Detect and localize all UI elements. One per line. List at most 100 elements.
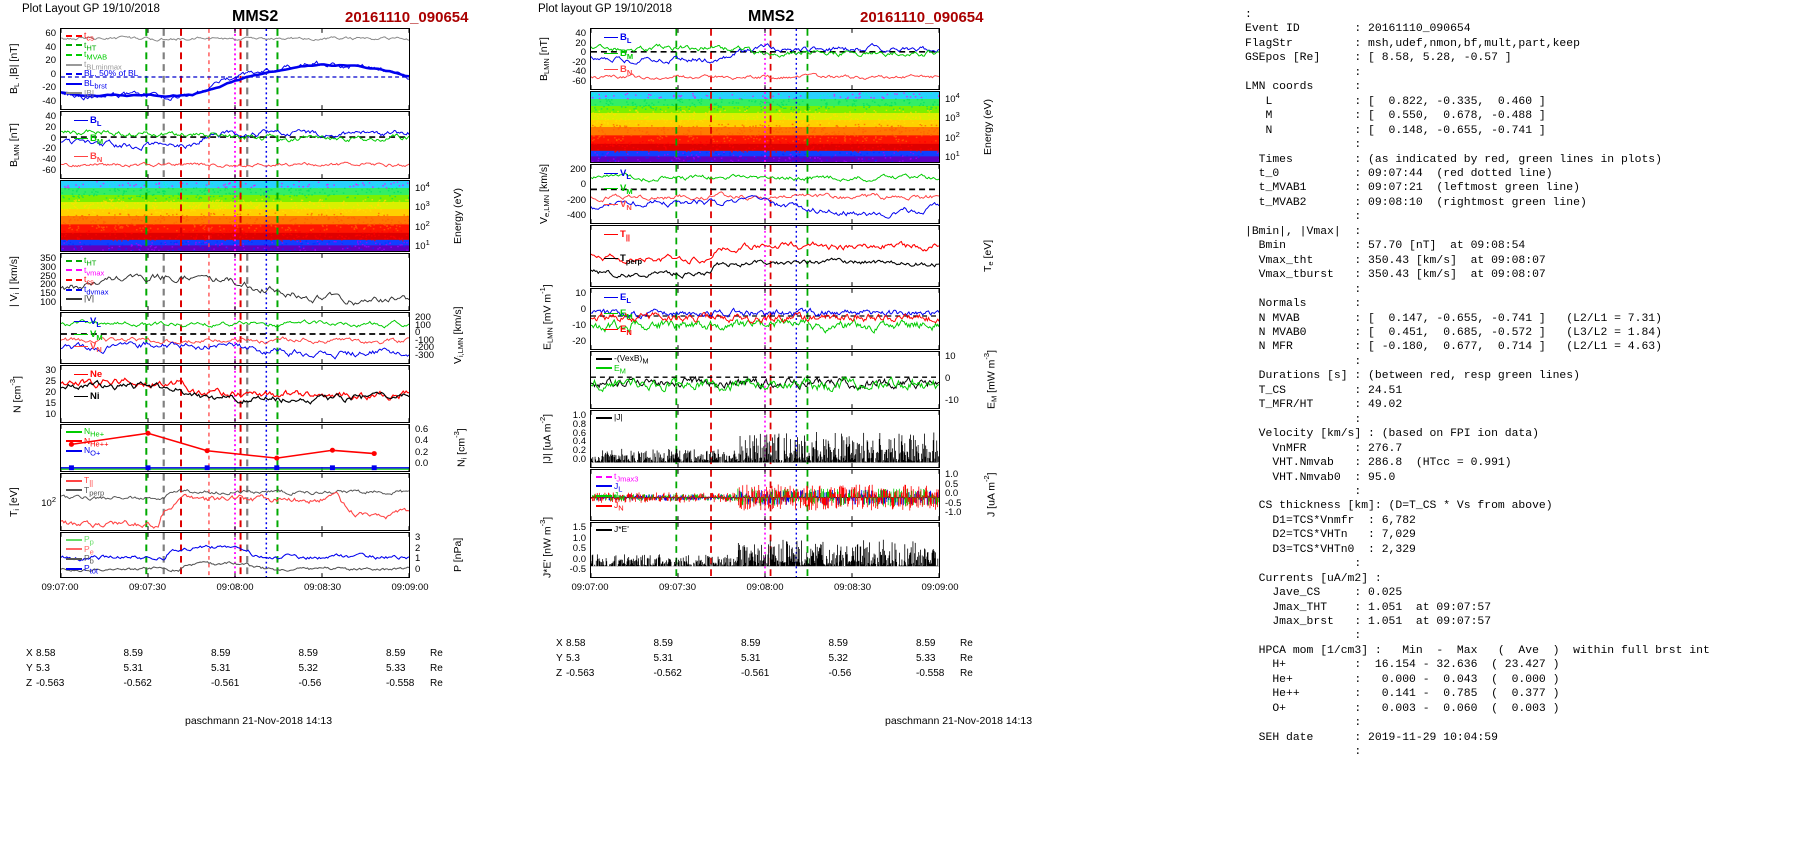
ytick: 1.0 (572, 532, 586, 544)
ytick: 300 (40, 261, 56, 273)
legend-item: tHT (66, 40, 96, 53)
right-spacecraft-title: MMS2 (748, 8, 795, 25)
coord-value: -0.562 (123, 678, 152, 689)
info-line: Jmax_THT : 1.051 at 09:07:57 (1245, 601, 1492, 614)
ytick: 0.6 (415, 424, 429, 435)
trace-label: Ni (74, 391, 100, 402)
ytick: 60 (45, 28, 56, 39)
ytick: 10 (575, 288, 586, 299)
coord-value: -0.56 (828, 668, 852, 679)
ylabel-right-jlmn: J [uA m-2] (982, 472, 998, 518)
coord-value: 8.58 (566, 638, 586, 649)
ytick: -1.0 (945, 507, 962, 518)
ytick: 0.4 (572, 436, 586, 448)
info-line: Jave_CS : 0.025 (1245, 587, 1403, 600)
ytick: -20 (572, 56, 586, 68)
legend-item: |J| (596, 412, 623, 423)
info-line: |Bmin|, |Vmax| : (1245, 225, 1362, 238)
legend-item: Pe (66, 544, 94, 557)
trace-label: BM (604, 48, 633, 61)
panel-pressure (60, 532, 410, 578)
ytick: 250 (40, 270, 56, 282)
ytick: 0 (415, 327, 421, 339)
ytick: 40 (575, 28, 586, 39)
trace-label: EN (604, 324, 632, 337)
panel-te (590, 225, 940, 287)
legend-item: J*E' (596, 524, 629, 535)
ylabel-jdote: J*E' [nW m-3] (538, 516, 554, 578)
xtick: 09:08:00 (216, 582, 254, 593)
coord-value: 8.59 (653, 638, 673, 649)
ytick: -400 (566, 210, 586, 221)
ylabel-vi-mag: | Vi | [km/s] (8, 256, 22, 308)
xtick: 09:09:00 (391, 582, 429, 593)
trace-label: Tperp (604, 253, 642, 266)
info-line: Vmax_tht : 350.43 [km/s] at 09:08:07 (1245, 254, 1546, 267)
ytick: 1 (415, 553, 421, 565)
ytick: 3 (415, 532, 421, 543)
coord-value: -0.56 (298, 678, 322, 689)
ytick: 15 (45, 398, 56, 409)
info-line: N MVAB : [ 0.147, -0.655, -0.741 ] (L2/L… (1245, 312, 1662, 325)
info-line: Velocity [km/s] : (based on FPI ion data… (1245, 428, 1539, 441)
ytick: 0 (50, 132, 56, 144)
trace-label: BN (604, 64, 632, 77)
ytick: 0.5 (945, 478, 959, 490)
coord-value: 8.59 (123, 648, 143, 659)
ytick: -20 (572, 336, 586, 347)
coord-row-label: Y (26, 663, 33, 674)
ytick: 1.5 (572, 522, 586, 533)
info-line: GSEpos [Re] : [ 8.58, 5.28, -0.57 ] (1245, 52, 1512, 65)
coord-row-label: Z (26, 678, 33, 689)
info-line: t_0 : 09:07:44 (red dotted line) (1245, 167, 1553, 180)
ytick: 0.5 (572, 543, 586, 554)
ytick: -200 (566, 194, 586, 206)
trace-label: BN (74, 151, 102, 164)
right-coordinate-table: X 8.58 8.59 8.59 8.59 8.59 Re Y 5.3 5.31 5.31 5.32 5… (530, 638, 1040, 679)
ytick: 0.2 (415, 446, 429, 458)
legend-item: NHe++ (66, 436, 109, 449)
xtick: 09:07:30 (129, 582, 166, 593)
coord-row-label: X (556, 638, 563, 649)
ylabel-jabs: |J| [uA m-2] (538, 413, 554, 465)
legend-item: tMVAB (66, 49, 107, 62)
coord-value: 5.31 (211, 663, 231, 674)
ytick: -20 (42, 143, 56, 155)
coord-row-label: Z (556, 668, 563, 679)
info-line: Normals : (1245, 298, 1362, 311)
ylabel-density: N [cm-3] (8, 375, 24, 413)
ylabel-right-pressure: P [nPa] (452, 537, 464, 573)
legend-item: JN (596, 500, 624, 513)
coord-unit: Re (430, 648, 443, 659)
coord-value: 5.31 (653, 653, 673, 664)
legend-item: BL, 50% of BL (66, 69, 138, 79)
coord-value: 8.58 (36, 648, 56, 659)
ytick: 103 (945, 110, 960, 125)
panel-ve-lmn (590, 164, 940, 224)
info-line: : (1245, 746, 1362, 759)
ylabel-right-em: EM [mW m-3] (982, 349, 999, 409)
ytick: -0.5 (945, 497, 962, 509)
panel-spectro-energy-r (590, 91, 940, 163)
info-line: HPCA mom [1/cm3] : Min - Max ( Ave ) wit… (1245, 644, 1710, 657)
xtick: 09:08:00 (746, 582, 784, 593)
info-line: VHT.Nmvab0 : 95.0 (1245, 471, 1396, 484)
info-line: T_CS : 24.51 (1245, 384, 1403, 397)
coord-unit: Re (960, 638, 973, 649)
coord-unit: Re (960, 668, 973, 679)
info-line: : (1245, 9, 1252, 21)
ytick: 100 (415, 319, 431, 331)
ytick: 40 (45, 111, 56, 122)
coord-value: -0.562 (653, 668, 682, 679)
panel-jlmn (590, 469, 940, 521)
panel-density (60, 365, 410, 423)
xtick: 09:08:30 (834, 582, 871, 593)
ytick: 104 (415, 180, 430, 195)
legend-item: tvmax (66, 265, 104, 278)
panel-temperature (60, 473, 410, 531)
coord-unit: Re (960, 653, 973, 664)
info-line: : (1245, 66, 1362, 79)
coord-value: 5.33 (386, 663, 406, 674)
panel-em (590, 351, 940, 409)
legend-item: |B| (66, 88, 94, 99)
